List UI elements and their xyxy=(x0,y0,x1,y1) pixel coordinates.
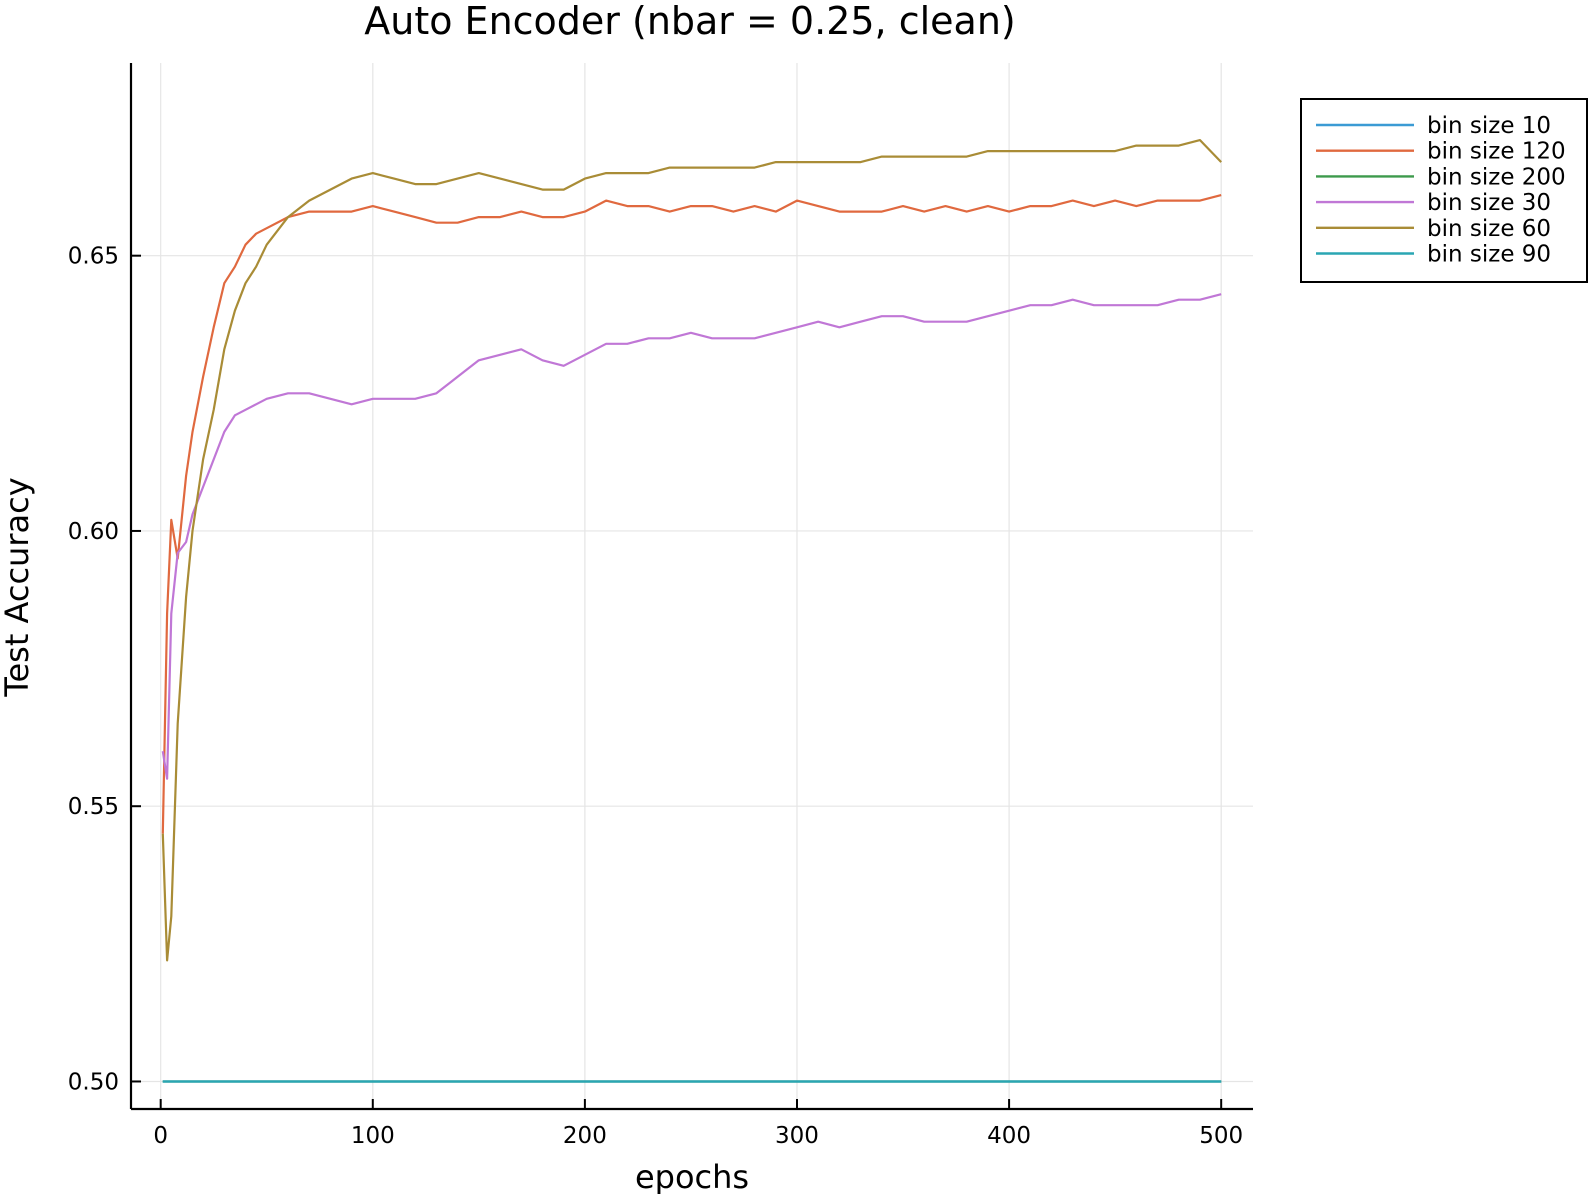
x-tick-label: 200 xyxy=(563,1123,607,1149)
x-axis-title: epochs xyxy=(635,1158,749,1194)
legend-label-bin-size-60: bin size 60 xyxy=(1427,216,1551,242)
series-line-bin-size-60 xyxy=(161,139,1222,962)
y-tick-label: 0.55 xyxy=(68,794,119,820)
series-line-bin-size-30 xyxy=(161,293,1222,780)
legend-label-bin-size-10: bin size 10 xyxy=(1427,113,1551,139)
x-tick-label: 500 xyxy=(1199,1123,1243,1149)
legend-label-bin-size-200: bin size 200 xyxy=(1427,164,1566,190)
x-tick-label: 300 xyxy=(775,1123,819,1149)
grid xyxy=(131,63,1253,1109)
ticks: 0 100 200 300 400 500 0.50 0.55 0.60 0.65 xyxy=(68,244,1243,1149)
y-tick-label: 0.65 xyxy=(68,244,119,270)
x-tick-label: 0 xyxy=(153,1123,168,1149)
series-layer xyxy=(161,139,1222,1083)
y-tick-label: 0.60 xyxy=(68,519,119,545)
legend-box xyxy=(1300,98,1588,283)
legend-label-bin-size-90: bin size 90 xyxy=(1427,242,1551,268)
legend-label-bin-size-30: bin size 30 xyxy=(1427,190,1551,216)
legend-label-bin-size-120: bin size 120 xyxy=(1427,139,1566,165)
x-tick-label: 400 xyxy=(987,1123,1031,1149)
y-axis-title: Test Accuracy xyxy=(0,477,36,697)
x-tick-label: 100 xyxy=(351,1123,395,1149)
y-tick-label: 0.50 xyxy=(68,1069,119,1095)
chart-title: Auto Encoder (nbar = 0.25, clean) xyxy=(364,0,1015,43)
series-line-bin-size-120 xyxy=(161,194,1222,834)
